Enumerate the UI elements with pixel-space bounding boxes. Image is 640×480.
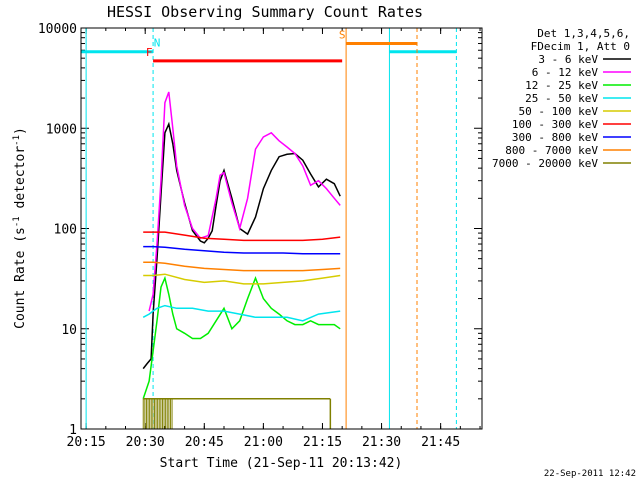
x-tick-label: 21:45 (421, 435, 460, 450)
y-tick-label: 1 (69, 423, 77, 438)
x-axis-label: Start Time (21-Sep-11 20:13:42) (160, 456, 403, 471)
x-tick-label: 21:00 (244, 435, 283, 450)
y-tick-label: 100 (54, 223, 77, 238)
count-rate-series (142, 91, 341, 429)
legend-label: 7000 - 20000 keV (492, 157, 598, 170)
date-stamp: 22-Sep-2011 12:42 (544, 469, 636, 479)
series-line-2 (148, 91, 341, 312)
series-line-4 (142, 304, 341, 322)
legend-header: FDecim 1, Att 0 (531, 40, 630, 53)
legend-label: 100 - 300 keV (512, 118, 598, 131)
flag-label: N (154, 37, 161, 50)
series-line-5 (143, 273, 341, 285)
observing-flags (81, 28, 457, 429)
x-tick-label: 21:15 (303, 435, 342, 450)
y-axis-label: Count Rate (s-1 detector-1) (12, 127, 28, 329)
x-tick-label: 21:30 (362, 435, 401, 450)
legend-label: 12 - 25 keV (525, 79, 598, 92)
legend-label: 3 - 6 keV (538, 53, 598, 66)
y-tick-label: 10000 (38, 22, 77, 37)
x-tick-label: 20:15 (67, 435, 106, 450)
series-line-8 (143, 261, 341, 272)
x-tick-labels: 20:15 20:30 20:45 21:00 21:15 21:30 21:45 (67, 435, 461, 450)
legend: Det 1,3,4,5,6,FDecim 1, Att 03 - 6 keV6 … (492, 27, 631, 170)
legend-label: 50 - 100 keV (519, 105, 599, 118)
y-tick-labels: 1 10 100 1000 10000 (38, 22, 77, 438)
chart-title: HESSI Observing Summary Count Rates (107, 3, 423, 21)
legend-label: 300 - 800 keV (512, 131, 598, 144)
x-tick-label: 20:45 (185, 435, 224, 450)
legend-label: 800 - 7000 keV (505, 144, 598, 157)
axis-ticks (81, 27, 482, 430)
series-line-7 (143, 245, 341, 255)
legend-label: 25 - 50 keV (525, 92, 598, 105)
plot-area-frame (80, 27, 483, 430)
x-tick-label: 20:30 (126, 435, 165, 450)
legend-label: 6 - 12 keV (532, 66, 599, 79)
series-line-6 (143, 231, 341, 242)
flag-label: S (339, 29, 346, 42)
flag-label: F (146, 46, 153, 59)
series-line-1 (142, 121, 341, 370)
series-line-3 (142, 275, 341, 400)
y-tick-label: 10 (61, 323, 77, 338)
y-tick-label: 1000 (46, 122, 77, 137)
legend-header: Det 1,3,4,5,6, (537, 27, 630, 40)
